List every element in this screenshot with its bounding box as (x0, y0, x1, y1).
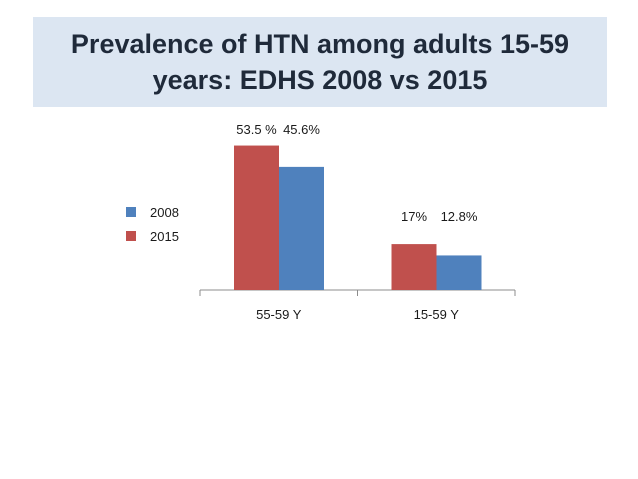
bar-2015-15-59Y (391, 244, 437, 290)
chart-title-line-1: Prevalence of HTN among adults 15-59 (70, 29, 570, 59)
title-box: Prevalence of HTN among adults 15-59 yea… (33, 17, 607, 107)
bar-2008-55-59Y (279, 166, 324, 290)
legend-label-2015: 2015 (150, 229, 179, 244)
data-label-2015-15-59Y: 17% (401, 209, 427, 224)
data-label-2008-15-59Y: 12.8% (441, 209, 478, 224)
data-label-2008-55-59Y: 45.6% (283, 122, 320, 137)
bar-2008-15-59Y (436, 255, 482, 290)
legend-swatch-2015 (126, 231, 136, 241)
legend-swatch-2008 (126, 207, 136, 217)
legend-label-2008: 2008 (150, 205, 179, 220)
bar-2015-55-59Y (234, 145, 279, 290)
x-tick-label: 55-59 Y (256, 307, 302, 322)
chart-title-line-2: years: EDHS 2008 vs 2015 (152, 65, 488, 95)
x-tick-label: 15-59 Y (414, 307, 460, 322)
data-label-2015-55-59Y: 53.5 % (236, 122, 277, 137)
